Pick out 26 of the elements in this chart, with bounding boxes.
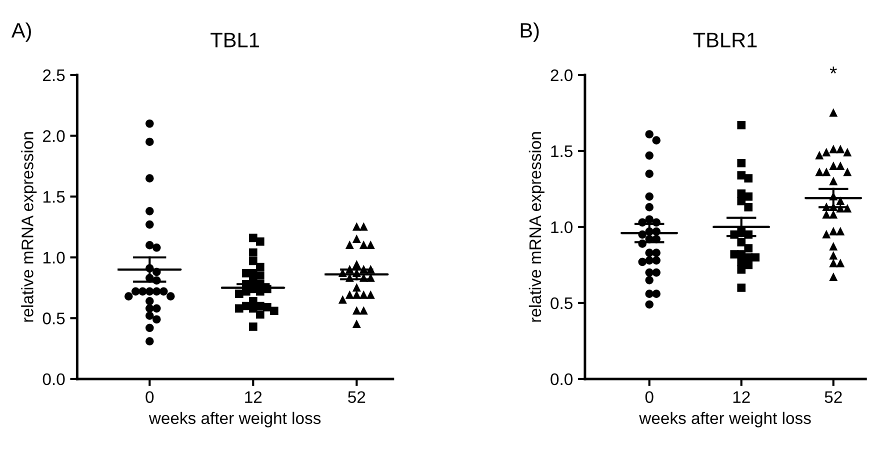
text: A) xyxy=(11,22,31,42)
chart-title: TBLR1 xyxy=(693,32,757,48)
y-tick-label: 2.0 xyxy=(43,130,65,142)
y-tick-label: 1.5 xyxy=(43,191,65,203)
x-tick-label: 12 xyxy=(245,391,262,403)
x-axis-title: weeks after weight loss xyxy=(639,412,811,428)
x-tick-label: 52 xyxy=(348,391,366,404)
y-axis-title: relative mRNA expression xyxy=(21,132,37,322)
y-tick-label: 2.0 xyxy=(550,69,573,82)
x-axis-title: weeks after weight loss xyxy=(148,412,321,428)
chart-title: TBL1 xyxy=(210,32,259,48)
x-tick-label: 52 xyxy=(824,391,842,404)
x-tick-label: 0 xyxy=(146,391,154,404)
text: * xyxy=(830,66,837,74)
y-tick-label: 0.0 xyxy=(550,373,573,386)
y-tick-label: 1.5 xyxy=(551,146,572,158)
y-tick-label: 2.5 xyxy=(43,69,65,82)
x-tick-label: 12 xyxy=(733,391,750,403)
x-tick-label: 0 xyxy=(645,391,654,404)
y-tick-label: 0.5 xyxy=(550,297,572,310)
y-axis-title: relative mRNA expression xyxy=(528,132,544,322)
y-tick-label: 1.0 xyxy=(43,252,65,264)
y-tick-label: 1.0 xyxy=(551,221,573,234)
text: B) xyxy=(520,22,539,42)
y-tick-label: 0.5 xyxy=(42,312,65,324)
y-tick-label: 0.0 xyxy=(42,373,65,386)
